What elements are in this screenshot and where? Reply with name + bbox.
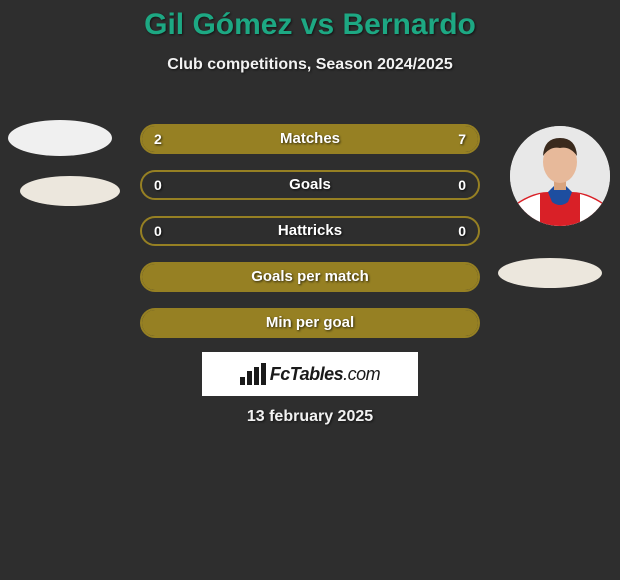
- stat-value-right: 0: [458, 172, 466, 198]
- logo-box: FcTables.com: [202, 352, 418, 396]
- stat-label: Hattricks: [142, 218, 478, 244]
- player-left-ellipse-1: [8, 120, 112, 156]
- stat-value-left: 2: [154, 126, 162, 152]
- page-title: Gil Gómez vs Bernardo: [0, 0, 620, 42]
- stat-row: Matches2 7: [140, 124, 480, 154]
- stat-label: Goals: [142, 172, 478, 198]
- subtitle: Club competitions, Season 2024/2025: [0, 56, 620, 74]
- stat-value-right: 7: [458, 126, 466, 152]
- player-right-avatar: [510, 126, 610, 226]
- logo-domain: .com: [343, 364, 380, 384]
- stat-label: Matches: [142, 126, 478, 152]
- stat-value-right: 0: [458, 218, 466, 244]
- stat-row: Min per goal: [140, 308, 480, 338]
- stats-container: Matches27Goals00Hattricks00Goals per mat…: [140, 124, 480, 354]
- logo-brand: FcTables: [270, 364, 343, 384]
- stat-value-left: 0: [154, 172, 162, 198]
- player-left-ellipse-2: [20, 176, 120, 206]
- stat-label: Goals per match: [142, 264, 478, 290]
- logo-bars-icon: [240, 363, 266, 385]
- stat-value-left: 0: [154, 218, 162, 244]
- stat-row: Goals per match: [140, 262, 480, 292]
- stat-row: Goals0 0: [140, 170, 480, 200]
- player-right-flag-ellipse: [498, 258, 602, 288]
- date-text: 13 february 2025: [0, 408, 620, 426]
- player-right-avatar-svg: [510, 126, 610, 226]
- stat-row: Hattricks0 0: [140, 216, 480, 246]
- stat-label: Min per goal: [142, 310, 478, 336]
- logo-text: FcTables.com: [270, 364, 380, 385]
